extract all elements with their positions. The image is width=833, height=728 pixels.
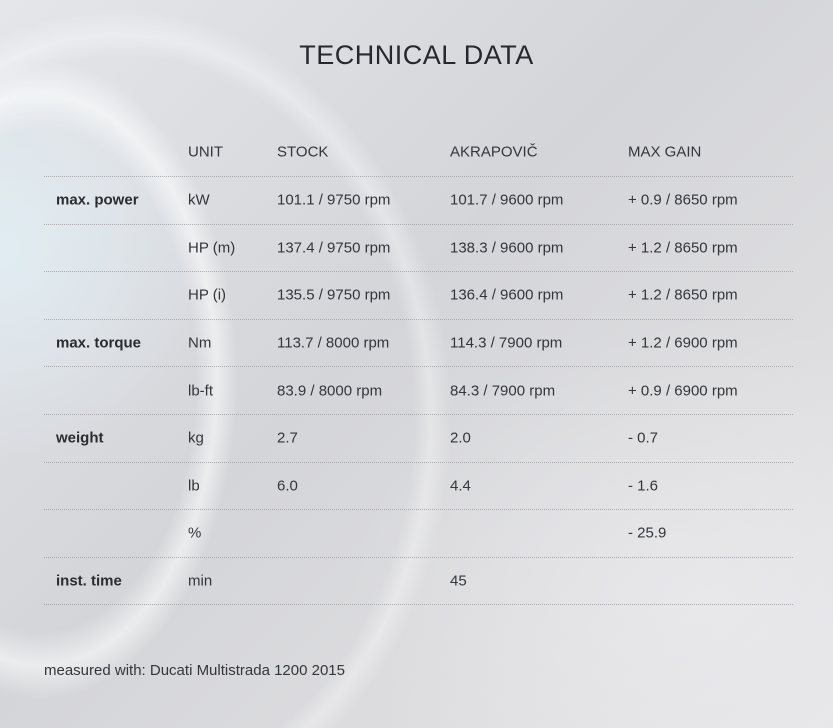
- header-max-gain: MAX GAIN: [628, 143, 702, 161]
- akrapovic-cell: 84.3 / 7900 rpm: [450, 382, 556, 400]
- header-unit: UNIT: [188, 143, 223, 161]
- unit-cell: %: [188, 524, 202, 542]
- max-gain-cell: + 0.9 / 6900 rpm: [628, 382, 738, 400]
- akrapovic-cell: 45: [450, 572, 467, 590]
- stock-cell: 2.7: [277, 429, 298, 447]
- unit-cell: Nm: [188, 334, 212, 352]
- akrapovic-cell: 138.3 / 9600 rpm: [450, 239, 564, 257]
- unit-cell: lb-ft: [188, 382, 214, 400]
- akrapovic-cell: 101.7 / 9600 rpm: [450, 191, 564, 209]
- stock-cell: 113.7 / 8000 rpm: [277, 334, 390, 352]
- max-gain-cell: - 25.9: [628, 524, 667, 542]
- akrapovic-cell: 4.4: [450, 477, 471, 495]
- row-label: max. torque: [56, 334, 142, 352]
- akrapovic-cell: 114.3 / 7900 rpm: [450, 334, 563, 352]
- stock-cell: 83.9 / 8000 rpm: [277, 382, 383, 400]
- stock-cell: 137.4 / 9750 rpm: [277, 239, 391, 257]
- unit-cell: lb: [188, 477, 200, 495]
- page-title: TECHNICAL DATA: [299, 40, 534, 70]
- stock-cell: 101.1 / 9750 rpm: [277, 191, 391, 209]
- unit-cell: kg: [188, 429, 204, 447]
- table-row: HP (m) 137.4 / 9750 rpm 138.3 / 9600 rpm + …: [44, 225, 793, 273]
- table-row: lb 6.0 4.4 - 1.6: [44, 463, 793, 511]
- unit-cell: kW: [188, 191, 210, 209]
- row-label: inst. time: [56, 572, 122, 590]
- max-gain-cell: + 1.2 / 6900 rpm: [628, 334, 738, 352]
- table-row: % - 25.9: [44, 510, 793, 558]
- technical-data-table: UNIT STOCK AKRAPOVIČ MAX GAIN max. power…: [44, 130, 793, 606]
- max-gain-cell: + 0.9 / 8650 rpm: [628, 191, 738, 209]
- row-label: max. power: [56, 191, 139, 209]
- unit-cell: min: [188, 572, 213, 590]
- header-akrapovic: AKRAPOVIČ: [450, 143, 538, 161]
- unit-cell: HP (m): [188, 239, 236, 257]
- max-gain-cell: + 1.2 / 8650 rpm: [628, 286, 738, 304]
- header-stock: STOCK: [277, 143, 329, 161]
- max-gain-cell: + 1.2 / 8650 rpm: [628, 239, 738, 257]
- table-header-row: UNIT STOCK AKRAPOVIČ MAX GAIN: [44, 130, 793, 177]
- row-label: weight: [56, 429, 104, 447]
- table-row: HP (i) 135.5 / 9750 rpm 136.4 / 9600 rpm + …: [44, 272, 793, 320]
- footnote: measured with: Ducati Multistrada 1200 2…: [44, 662, 345, 679]
- table-row: lb-ft 83.9 / 8000 rpm 84.3 / 7900 rpm + 0.9…: [44, 367, 793, 415]
- max-gain-cell: - 1.6: [628, 477, 659, 495]
- table-row: weight kg 2.7 2.0 - 0.7: [44, 415, 793, 463]
- unit-cell: HP (i): [188, 286, 227, 304]
- table-row: max. torque Nm 113.7 / 8000 rpm 114.3 / 790…: [44, 320, 793, 368]
- table-row: max. power kW 101.1 / 9750 rpm 101.7 / 9600…: [44, 177, 793, 225]
- akrapovic-cell: 2.0: [450, 429, 471, 447]
- akrapovic-cell: 136.4 / 9600 rpm: [450, 286, 564, 304]
- table-row: inst. time min 45: [44, 558, 793, 606]
- max-gain-cell: - 0.7: [628, 429, 659, 447]
- stock-cell: 135.5 / 9750 rpm: [277, 286, 391, 304]
- stock-cell: 6.0: [277, 477, 298, 495]
